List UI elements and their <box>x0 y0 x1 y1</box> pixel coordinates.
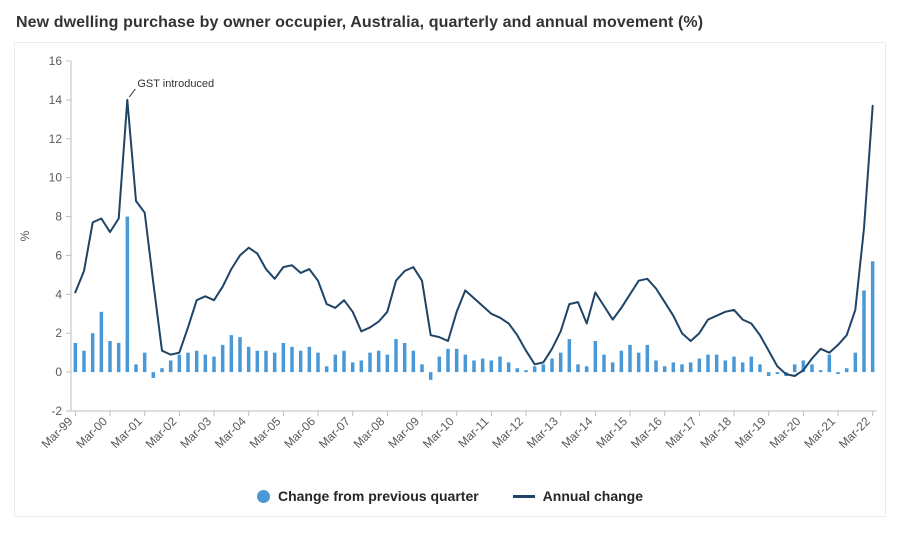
svg-text:Mar-22: Mar-22 <box>836 414 873 451</box>
svg-text:Mar-16: Mar-16 <box>628 414 665 451</box>
svg-text:Mar-20: Mar-20 <box>767 414 804 451</box>
legend-label-quarterly-change: Change from previous quarter <box>277 488 479 504</box>
svg-text:4: 4 <box>55 287 62 301</box>
svg-text:2: 2 <box>55 326 62 340</box>
svg-text:Mar-14: Mar-14 <box>559 414 596 451</box>
quarterly-series-marker-icon <box>256 489 270 503</box>
svg-text:Mar-05: Mar-05 <box>247 414 284 451</box>
svg-text:12: 12 <box>49 132 63 146</box>
y-axis-labels: 16 14 12 10 8 6 4 2 0 -2 <box>49 54 71 418</box>
svg-text:Mar-15: Mar-15 <box>593 414 630 451</box>
svg-text:Mar-08: Mar-08 <box>351 414 388 451</box>
annual-series-marker-icon <box>512 494 535 498</box>
svg-text:Mar-18: Mar-18 <box>697 414 734 451</box>
svg-text:Mar-19: Mar-19 <box>732 414 769 451</box>
axes <box>70 61 877 412</box>
legend-label-annual-change: Annual change <box>542 488 644 504</box>
legend-item-annual-change[interactable]: Annual change <box>512 488 644 504</box>
annual-change-line <box>74 98 874 377</box>
svg-text:GST introduced: GST introduced <box>137 78 214 90</box>
svg-text:16: 16 <box>49 54 63 68</box>
x-axis-labels: Mar-99Mar-00Mar-01Mar-02Mar-03Mar-04Mar-… <box>39 411 874 451</box>
svg-text:Mar-11: Mar-11 <box>455 414 491 450</box>
svg-text:Mar-07: Mar-07 <box>316 414 353 451</box>
svg-text:Mar-10: Mar-10 <box>420 414 457 451</box>
svg-text:Mar-21: Mar-21 <box>801 414 838 451</box>
gst-annotation: GST introduced <box>128 78 214 98</box>
svg-text:14: 14 <box>49 93 63 107</box>
chart-plot: 16 14 12 10 8 6 4 2 0 -2% Mar-99Mar-00Mar-01Mar-02… <box>18 54 877 451</box>
chart-title: New dwelling purchase by owner occupier,… <box>16 14 704 31</box>
svg-text:0: 0 <box>55 365 62 379</box>
chart-container: 16 14 12 10 8 6 4 2 0 -2% Mar-99 Mar-00 Mar-01 Mar-02… <box>14 42 886 517</box>
svg-text:Mar-13: Mar-13 <box>524 414 561 451</box>
svg-text:Mar-17: Mar-17 <box>663 414 700 451</box>
svg-text:10: 10 <box>49 171 63 185</box>
chart-legend: Change from previous quarter Annual chan… <box>15 486 885 516</box>
svg-text:Mar-04: Mar-04 <box>212 414 249 451</box>
svg-text:Mar-03: Mar-03 <box>177 414 214 451</box>
svg-text:Mar-06: Mar-06 <box>281 414 318 451</box>
svg-text:Mar-02: Mar-02 <box>143 414 180 451</box>
svg-text:Mar-00: Mar-00 <box>73 414 110 451</box>
svg-text:6: 6 <box>55 248 62 262</box>
svg-text:Mar-01: Mar-01 <box>108 414 145 451</box>
svg-text:Mar-12: Mar-12 <box>489 414 526 451</box>
svg-text:Mar-99: Mar-99 <box>39 414 76 451</box>
y-axis-title: % <box>18 230 32 241</box>
legend-item-quarterly-change[interactable]: Change from previous quarter <box>256 488 479 504</box>
svg-text:8: 8 <box>55 210 62 224</box>
svg-text:-2: -2 <box>51 404 62 418</box>
svg-text:Mar-09: Mar-09 <box>385 414 422 451</box>
quarterly-change-bars <box>73 216 875 380</box>
